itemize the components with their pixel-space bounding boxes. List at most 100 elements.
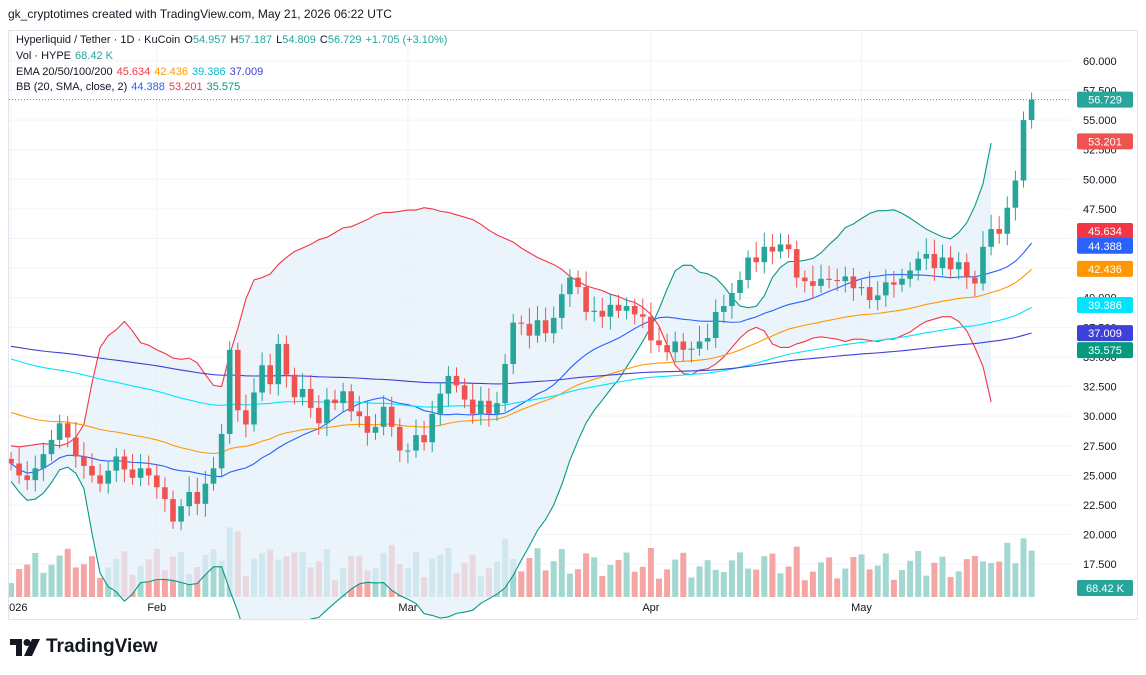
bb-upper-line bbox=[10, 207, 992, 448]
candle-body bbox=[283, 343, 290, 375]
candle-body bbox=[680, 341, 687, 350]
candle-body bbox=[842, 276, 849, 282]
candle-body bbox=[850, 276, 857, 289]
volume-bar bbox=[647, 548, 654, 597]
candle-body bbox=[316, 407, 322, 424]
candle-body bbox=[648, 316, 654, 341]
tradingview-logo[interactable]: TradingView bbox=[10, 636, 158, 658]
volume-bar bbox=[785, 566, 792, 597]
candle-body bbox=[712, 311, 719, 339]
tag-volume: 68.42 K bbox=[1086, 583, 1125, 595]
candle-body bbox=[964, 262, 970, 278]
legend-high-label: H bbox=[230, 34, 239, 46]
candle-body bbox=[810, 281, 816, 286]
x-tick-label: May bbox=[851, 602, 872, 614]
candle-body bbox=[972, 277, 978, 284]
volume-bar bbox=[672, 559, 679, 597]
candle-body bbox=[696, 341, 703, 349]
candle-body bbox=[874, 295, 881, 301]
volume-bar bbox=[566, 573, 573, 597]
candle-body bbox=[32, 468, 39, 481]
candle-body bbox=[858, 287, 865, 289]
legend-change: +1.705 (+3.10%) bbox=[365, 34, 448, 46]
volume-bar bbox=[558, 549, 565, 597]
candle-body bbox=[202, 483, 209, 504]
volume-bar bbox=[947, 577, 954, 597]
candle-body bbox=[170, 499, 176, 522]
chart-caption: gk_cryptotimes created with TradingView.… bbox=[8, 7, 392, 21]
candle-body bbox=[113, 456, 120, 471]
candle-body bbox=[445, 375, 452, 394]
candle-body bbox=[704, 338, 711, 342]
legend-ema200: 37.009 bbox=[229, 66, 264, 78]
volume-bar bbox=[72, 567, 79, 597]
volume-bar bbox=[963, 559, 970, 597]
candle-body bbox=[688, 348, 695, 350]
volume-bar bbox=[923, 575, 930, 597]
volume-bar bbox=[550, 561, 557, 597]
volume-bar bbox=[1020, 538, 1027, 597]
volume-bar bbox=[16, 569, 23, 597]
volume-bar bbox=[801, 580, 808, 597]
candle-body bbox=[48, 439, 55, 455]
candle-body bbox=[510, 322, 516, 365]
volume-bar bbox=[818, 562, 824, 597]
candle-body bbox=[777, 244, 784, 252]
tag-ema20: 45.634 bbox=[1088, 226, 1122, 238]
candle-body bbox=[542, 320, 549, 334]
candle-body bbox=[397, 426, 403, 451]
candle-body bbox=[348, 391, 354, 412]
candle-body bbox=[575, 277, 581, 288]
candle-body bbox=[1004, 207, 1011, 234]
candle-body bbox=[24, 475, 30, 481]
volume-bar bbox=[777, 573, 784, 597]
candle-body bbox=[518, 322, 525, 324]
candle-body bbox=[275, 343, 282, 385]
candle-body bbox=[40, 454, 47, 469]
candle-body bbox=[802, 277, 808, 282]
candle-body bbox=[437, 393, 444, 414]
y-tick-label: 32.500 bbox=[1083, 382, 1117, 394]
tag-ema200-bg bbox=[1077, 325, 1133, 342]
candle-body bbox=[980, 246, 986, 284]
candle-body bbox=[243, 410, 249, 425]
candle-body bbox=[672, 341, 678, 353]
volume-bar bbox=[899, 570, 905, 597]
tradingview-logo-icon bbox=[10, 638, 40, 656]
candle-body bbox=[526, 323, 533, 336]
legend-bb-row: BB (20, SMA, close, 2) 44.388 53.201 35.575 bbox=[16, 81, 244, 93]
volume-bar bbox=[971, 556, 978, 597]
legend-ema-row: EMA 20/50/100/200 45.634 42.436 39.386 37.00… bbox=[16, 66, 267, 78]
tag-ema200: 37.009 bbox=[1088, 328, 1122, 340]
candle-body bbox=[16, 463, 22, 476]
legend-ema20: 45.634 bbox=[116, 66, 151, 78]
tag-bb-upper-bg bbox=[1077, 133, 1133, 150]
chart-frame[interactable]: 60.00057.50055.00052.50050.00047.50045.0… bbox=[8, 30, 1138, 620]
candle-body bbox=[56, 423, 63, 440]
volume-bar bbox=[1004, 542, 1011, 597]
candle-body bbox=[947, 257, 954, 270]
price-chart[interactable]: 60.00057.50055.00052.50050.00047.50045.0… bbox=[9, 31, 1137, 619]
volume-bar bbox=[364, 570, 371, 597]
candle-body bbox=[591, 310, 597, 312]
legend-bb-basis: 44.388 bbox=[131, 81, 165, 93]
tag-ema100: 39.386 bbox=[1088, 300, 1122, 312]
candle-body bbox=[413, 435, 419, 451]
x-tick-label: Mar bbox=[398, 602, 417, 614]
volume-bar bbox=[826, 557, 833, 597]
candle-body bbox=[615, 304, 622, 311]
candle-body bbox=[502, 364, 508, 404]
candle-body bbox=[405, 450, 411, 452]
volume-bar bbox=[858, 554, 865, 597]
volume-bar bbox=[161, 570, 168, 597]
x-tick-label: Apr bbox=[642, 602, 659, 614]
volume-bar bbox=[850, 557, 857, 597]
volume-bar bbox=[615, 560, 622, 597]
volume-bar bbox=[720, 572, 727, 597]
candle-body bbox=[1012, 180, 1019, 208]
legend-high: 57.187 bbox=[238, 34, 273, 46]
volume-bar bbox=[793, 546, 800, 597]
candle-body bbox=[559, 294, 565, 318]
candle-body bbox=[461, 385, 468, 400]
volume-bar bbox=[89, 556, 95, 597]
